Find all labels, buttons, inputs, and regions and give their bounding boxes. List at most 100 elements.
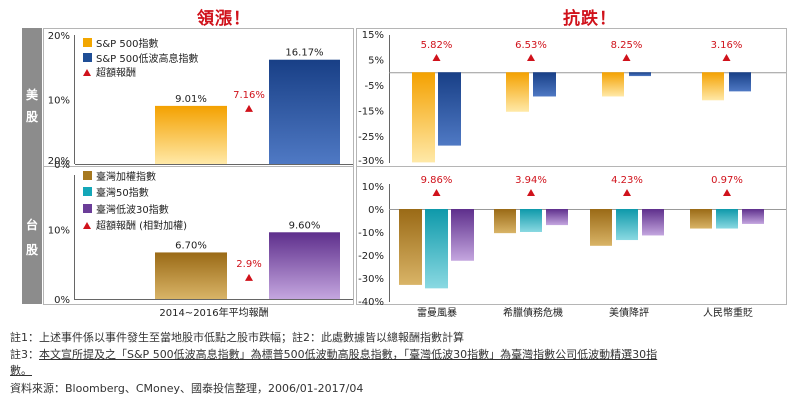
tw-right-bar [742,209,764,224]
tw-left-ytick: 20% [48,156,70,167]
us-right-bar [438,72,461,146]
source-note: 資料來源：Bloomberg、CMoney、國泰投信整理，2006/01-201… [10,382,364,395]
us-left-ytick: 10% [48,96,70,107]
us-right-excess-marker [432,54,441,61]
note-1: 註1：上述事件係以事件發生至當地股市低點之股市跌幅；註2：此處數據皆以總報酬指數… [10,331,464,344]
tw-right-bar [546,209,568,226]
us-left-ytick: 0% [54,160,70,171]
us-right-bar [629,72,651,77]
tw-left-excess-label: 2.9% [236,259,261,270]
us-left-bar-label: 9.01% [175,94,207,105]
tw-right-ytick: 10% [362,182,384,193]
us-right-bar [702,72,724,101]
tw-right-ytick: -20% [358,251,384,262]
us-left-legend-swatch [83,53,92,62]
right-x-category: 雷曼風暴 [417,307,457,319]
us-left-ytick: 20% [48,31,70,42]
us-left-legend-label: 超額報酬 [96,66,136,79]
tw-left-bar-2 [269,232,340,299]
tw-right-excess-marker [623,189,631,196]
us-left-legend-label: S&P 500低波高息指數 [96,52,198,65]
left-x-category: 2014~2016年平均報酬 [159,306,268,319]
tw-right-bar [425,209,448,289]
us-right-ytick: -15% [358,107,384,118]
us-left-bar-0 [155,105,227,164]
us-left-bar-1 [269,59,340,164]
tw-left-bar-label: 6.70% [175,240,207,251]
us-right-excess-marker [527,54,535,61]
us-right-ytick: 5% [368,56,384,67]
tw-left-legend-swatch [83,187,92,196]
left-header: 領漲！ [197,9,251,29]
tw-side-label-1: 台 [25,218,38,232]
us-left-excess-marker [245,104,253,112]
tw-right-bar [451,209,474,261]
tw-left-bar-0 [155,252,227,299]
us-right-ytick: -30% [358,156,384,167]
note-3-prefix: 註3： [10,348,39,361]
note-3: 註3：本文宣所提及之「S&P 500低波高息指數」為標普500低波動高股息指數，… [10,346,657,362]
right-x-category: 美債降評 [609,306,649,319]
tw-right-excess-marker [527,189,535,196]
tw-right-excess-marker [432,189,441,196]
us-left-excess-label: 7.16% [233,90,265,101]
us-right-excess-label: 8.25% [611,40,643,51]
us-right-excess-marker [622,54,631,61]
us-side-label-2: 股 [25,110,38,124]
us-right-bar [729,72,751,92]
tw-right-bar [616,209,638,241]
tw-right-excess-label: 9.86% [421,175,453,186]
us-left-legend-label: S&P 500指數 [96,37,158,50]
tw-left-legend-label: 超額報酬 (相對加權) [96,219,187,232]
tw-left-excess-marker [245,273,253,281]
us-left-bar-label: 16.17% [285,48,323,59]
tw-right-excess-label: 0.97% [711,175,743,186]
tw-left-legend-label: 臺灣低波30指數 [96,203,169,216]
tw-right-ytick: 0% [368,205,384,216]
tw-right-bar [520,209,542,232]
right-x-category: 人民幣重貶 [703,306,753,319]
note-3-body: 本文宣所提及之「S&P 500低波高息指數」為標普500低波動高股息指數，「臺灣… [39,348,658,361]
tw-right-excess-label: 4.23% [611,175,643,186]
tw-side-band [22,166,42,304]
us-left-legend-marker [83,69,91,76]
us-right-excess-marker [722,54,731,61]
tw-right-bar [494,209,516,234]
tw-right-bar [590,209,612,246]
tw-right-bar [716,209,738,229]
us-right-excess-label: 6.53% [515,40,547,51]
us-side-band [22,28,42,166]
tw-left-legend-marker [83,222,91,229]
tw-right-bar [642,209,664,236]
us-side-label-1: 美 [25,88,38,102]
us-right-bar [602,72,624,97]
us-right-ytick: -25% [358,132,384,143]
tw-left-bar-label: 9.60% [289,220,321,231]
tw-left-legend-label: 臺灣50指數 [96,186,149,199]
tw-left-ytick: 0% [54,295,70,306]
us-right-excess-label: 5.82% [421,40,453,51]
us-right-bar [506,72,529,112]
tw-left-ytick: 10% [48,226,70,237]
note-3-cont: 數。 [10,362,32,378]
tw-right-bar [690,209,712,229]
tw-right-excess-label: 3.94% [515,175,547,186]
right-header: 抗跌！ [563,9,617,29]
tw-side-label-2: 股 [25,243,38,257]
tw-left-legend-label: 臺灣加權指數 [96,170,156,183]
us-right-ytick: 15% [362,30,384,41]
us-right-bar [533,72,556,97]
tw-right-excess-marker [723,189,731,196]
us-right-ytick: -5% [365,81,384,92]
tw-right-ytick: -10% [358,228,384,239]
tw-right-ytick: -40% [358,297,384,308]
tw-left-legend-swatch [83,171,92,180]
us-left-legend-swatch [83,38,92,47]
right-x-category: 希臘債務危機 [503,306,563,319]
tw-right-bar [399,209,422,285]
tw-left-legend-swatch [83,204,92,213]
note-3-tail: 數。 [10,364,32,377]
us-right-bar [412,72,435,163]
us-right-excess-label: 3.16% [711,40,743,51]
